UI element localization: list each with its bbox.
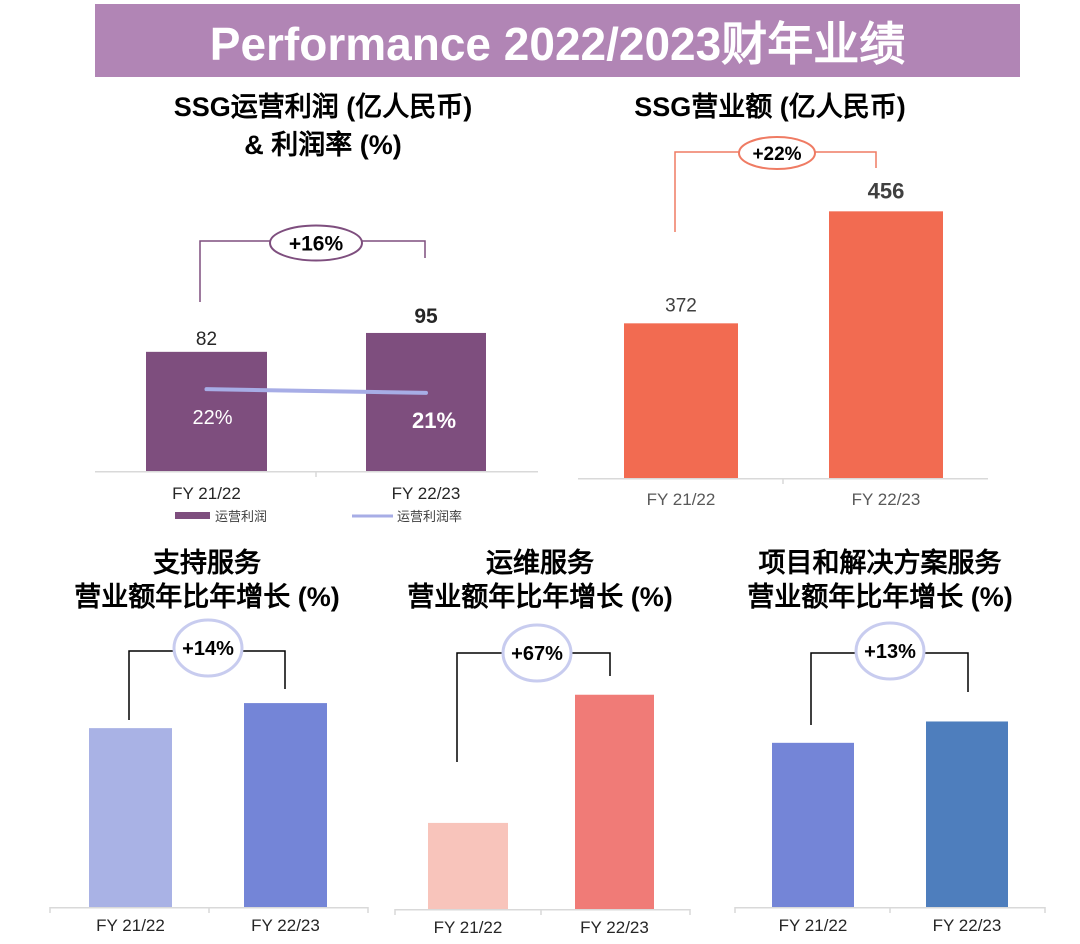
- chart-title-ssg-revenue: SSG营业额 (亿人民币): [634, 92, 906, 122]
- category-label: FY 22/23: [852, 490, 921, 509]
- header-banner: Performance 2022/2023财年业绩: [95, 4, 1020, 77]
- bar-2223: [575, 694, 654, 909]
- bar-2223: [244, 703, 327, 907]
- category-label: FY 21/22: [779, 916, 848, 935]
- growth-badge: [501, 623, 573, 683]
- profit-margin-line: [204, 387, 428, 395]
- category-label: FY 22/23: [251, 916, 320, 935]
- growth-label: +67%: [511, 643, 563, 665]
- chart-project-services: FY 21/22 FY 22/23 +13%: [734, 621, 1046, 935]
- bar-value-label: 372: [665, 295, 697, 316]
- bar-2122: [146, 351, 267, 471]
- category-label: FY 22/23: [580, 918, 649, 937]
- chart-title-ops-services: 运维服务 营业额年比年增长 (%): [407, 548, 673, 612]
- legend-swatch-profit: [175, 512, 210, 519]
- chart-ssg-revenue: 372 456 FY 21/22 FY 22/23 +22%: [578, 136, 988, 509]
- category-label: FY 21/22: [172, 484, 241, 503]
- growth-badge: [172, 618, 244, 678]
- category-label: FY 21/22: [96, 916, 165, 935]
- line-value-label: 21%: [412, 408, 456, 433]
- chart-title-support-services: 支持服务 营业额年比年增长 (%): [74, 548, 340, 612]
- chart-ssg-profit: 82 95 22% 21% FY 21/22 FY 22/23 +16% 运营利润 运营利润率: [95, 224, 538, 524]
- category-label: FY 21/22: [647, 490, 716, 509]
- chart-title-ssg-profit: SSG运营利润 (亿人民币) & 利润率 (%): [173, 92, 473, 160]
- bar-2122: [89, 728, 172, 907]
- legend-label-profit: 运营利润: [215, 509, 267, 524]
- bar-2223: [829, 211, 943, 479]
- growth-label: +16%: [289, 233, 344, 256]
- category-label: FY 21/22: [434, 918, 503, 937]
- growth-badge: [269, 224, 363, 262]
- bar-2223: [366, 332, 486, 471]
- growth-badge: [738, 136, 816, 170]
- chart-support-services: FY 21/22 FY 22/23 +14%: [49, 618, 369, 935]
- growth-label: +13%: [864, 641, 916, 663]
- growth-label: +14%: [182, 638, 234, 660]
- bar-2223: [926, 721, 1008, 907]
- header-title: Performance 2022/2023财年业绩: [209, 17, 906, 70]
- growth-label: +22%: [752, 144, 801, 165]
- category-label: FY 22/23: [392, 484, 461, 503]
- legend-label-margin: 运营利润率: [397, 509, 462, 524]
- bar-2122: [428, 822, 508, 909]
- line-value-label: 22%: [192, 407, 232, 429]
- bar-2122: [772, 742, 854, 907]
- category-label: FY 22/23: [933, 916, 1002, 935]
- bar-value-label: 456: [868, 178, 905, 203]
- bar-value-label: 82: [196, 329, 217, 350]
- chart-title-project-services: 项目和解决方案服务 营业额年比年增长 (%): [747, 548, 1013, 612]
- bar-value-label: 95: [414, 305, 438, 328]
- chart-ops-services: FY 21/22 FY 22/23 +67%: [394, 623, 691, 937]
- bar-2122: [624, 323, 738, 478]
- growth-badge: [854, 621, 926, 681]
